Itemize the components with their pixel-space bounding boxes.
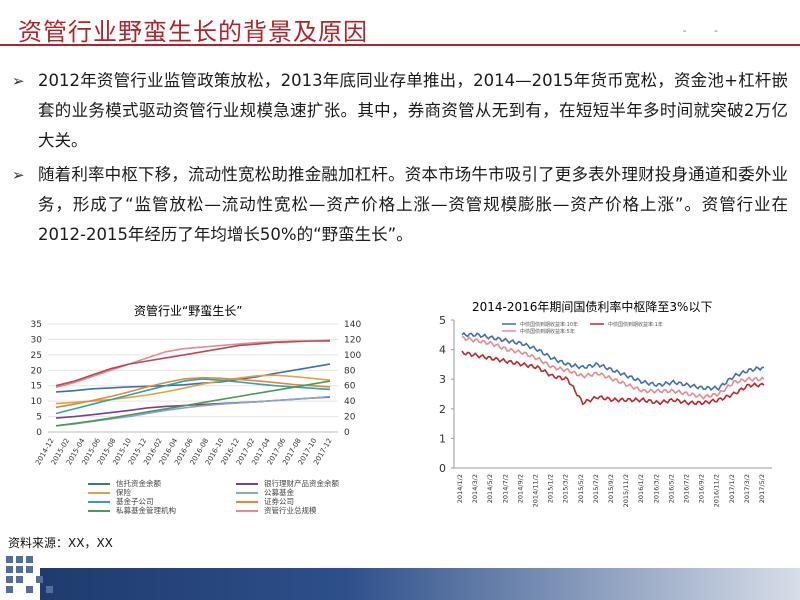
- asset-management-growth-plot: 051015202530350204060801001201402014-122…: [31, 320, 362, 466]
- legend-swatch: [236, 510, 258, 512]
- source-note: 资料来源：XX，XX: [8, 536, 113, 550]
- legend-swatch: [88, 510, 110, 512]
- x-tick-label: 2014/3/2: [471, 474, 479, 503]
- y2-tick-label: 0: [344, 428, 350, 438]
- y-tick-label: 5: [36, 413, 42, 423]
- legend-swatch: [236, 501, 258, 503]
- legend-label: 信托资金余额: [116, 479, 161, 488]
- x-tick-label: 2017/1/2: [728, 474, 736, 503]
- y2-tick-label: 60: [344, 382, 356, 392]
- x-tick-label: 2016/3/2: [652, 474, 660, 503]
- legend-label: 中债国债到期收益率:10年: [520, 321, 578, 328]
- page-title: 资管行业野蛮生长的背景及原因: [18, 18, 368, 46]
- series-line: [55, 340, 330, 387]
- x-tick-label: 2014/1/2: [456, 474, 464, 503]
- legend-item: 私募基金管理机构: [88, 505, 176, 516]
- y2-tick-label: 40: [344, 397, 356, 407]
- arrow-bullet-icon: ➢: [12, 166, 25, 184]
- legend-label: 私募基金管理机构: [116, 506, 176, 515]
- legend-label: 中债国债到期收益率:1年: [608, 321, 663, 328]
- legend-label: 公募基金: [264, 488, 294, 497]
- bullet-text: 随着利率中枢下移，流动性宽松助推金融加杠杆。资本市场牛市吸引了更多表外理财投身通…: [38, 165, 788, 244]
- y-tick-label: 3: [439, 373, 446, 386]
- legend-label: 中债国债到期收益率:5年: [520, 328, 575, 335]
- legend-label: 保险: [116, 488, 131, 497]
- bullet-text: 2012年资管行业监管政策放松，2013年底同业存单推出，2014—2015年货…: [38, 71, 788, 150]
- legend-swatch: [236, 483, 258, 485]
- footer-logo-squares: [0, 550, 56, 600]
- series-line: [55, 376, 331, 409]
- legend-swatch: [88, 483, 110, 485]
- bullet-list: ➢ 2012年资管行业监管政策放松，2013年底同业存单推出，2014—2015…: [8, 66, 788, 254]
- footer-bar: [40, 568, 800, 600]
- x-tick-label: 2016/11/2: [713, 474, 721, 507]
- legend-label: 资管行业总规模: [264, 506, 317, 515]
- x-tick-label: 2017/5/2: [758, 474, 766, 503]
- x-tick-label: 2014/11/2: [532, 474, 540, 507]
- legend-item: 资管行业总规模: [236, 505, 317, 516]
- asset-management-growth-chart: 资管行业“野蛮生长” 0 5 10 15 20 25 30 35 0 20 40 60 80 100 120…: [0, 296, 400, 518]
- y2-tick-label: 20: [344, 413, 356, 423]
- legend-item: 信托资金余额: [88, 478, 161, 489]
- y-tick-label: 30: [31, 335, 43, 345]
- legend-item: 证券公司: [236, 496, 294, 507]
- x-tick-label: 2015/1/2: [547, 474, 555, 503]
- y-tick-label: 4: [439, 344, 446, 357]
- x-tick-label: 2016/1/2: [637, 474, 645, 503]
- legend-item: 银行理财产品资金余额: [236, 478, 339, 489]
- bullet-item: ➢ 随着利率中枢下移，流动性宽松助推金融加杠杆。资本市场牛市吸引了更多表外理财投…: [8, 160, 788, 250]
- x-tick-label: 2016/5/2: [667, 474, 675, 503]
- y-tick-label: 10: [31, 397, 43, 407]
- series-line: [461, 331, 765, 392]
- y-tick-label: 25: [31, 351, 42, 361]
- series-line: [461, 335, 765, 400]
- y-tick-label: 5: [439, 314, 446, 327]
- y-tick-label: 20: [31, 366, 43, 376]
- legend-item: 保险: [88, 487, 131, 498]
- legend-label: 证券公司: [264, 497, 294, 506]
- x-tick-label: 2014/9/2: [516, 474, 524, 503]
- y2-tick-label: 80: [344, 366, 356, 376]
- x-tick-label: 2015/5/2: [577, 474, 585, 503]
- arrow-bullet-icon: ➢: [12, 72, 25, 90]
- legend-label: 银行理财产品资金余额: [264, 479, 339, 488]
- chart-title: 2014-2016年期间国债利率中枢降至3%以下: [472, 300, 713, 314]
- legend-label: 基金子公司: [116, 497, 154, 506]
- bond-yield-chart: 2014-2016年期间国债利率中枢降至3%以下 0 1 2 3 4 5 2014/1/2 2…: [420, 296, 800, 518]
- y-tick-label: 15: [31, 382, 42, 392]
- y-tick-label: 0: [36, 428, 42, 438]
- x-tick-label: 2015/3/2: [562, 474, 570, 503]
- x-tick-label: 2015/9/2: [607, 474, 615, 503]
- legend-swatch: [88, 501, 110, 503]
- x-tick-label: 2016/7/2: [683, 474, 691, 503]
- x-tick-label: 2016/9/2: [698, 474, 706, 503]
- x-tick-label: 2015/11/2: [622, 474, 630, 507]
- y-tick-label: 0: [439, 462, 446, 475]
- legend-item: 基金子公司: [88, 496, 154, 507]
- x-tick-label: 2014/7/2: [501, 474, 509, 503]
- y2-tick-label: 140: [344, 320, 361, 330]
- bullet-item: ➢ 2012年资管行业监管政策放松，2013年底同业存单推出，2014—2015…: [8, 66, 788, 156]
- series-line: [55, 363, 331, 393]
- series-line: [55, 374, 331, 405]
- title-divider: [0, 44, 800, 46]
- corner-marks: - -: [682, 24, 730, 37]
- y-tick-label: 1: [439, 432, 446, 445]
- x-tick-label: 2017/3/2: [743, 474, 751, 503]
- legend-swatch: [88, 492, 110, 494]
- x-tick-label: 2015/7/2: [592, 474, 600, 503]
- y2-tick-label: 100: [344, 351, 361, 361]
- x-tick-label: 2014/5/2: [486, 474, 494, 503]
- chart-title: 资管行业“野蛮生长”: [134, 304, 243, 318]
- series-line: [461, 350, 765, 406]
- y2-tick-label: 120: [344, 335, 361, 345]
- series-line: [55, 380, 331, 427]
- y-tick-label: 35: [31, 320, 42, 330]
- bond-yield-plot: 0 1 2 3 4 5 2014/1/2 2014/3/2 2014/5/2 2014/7/2 20…: [439, 314, 772, 507]
- legend-item: 公募基金: [236, 487, 294, 498]
- y-tick-label: 2: [439, 403, 446, 416]
- series-line: [55, 378, 331, 415]
- legend-swatch: [236, 492, 258, 494]
